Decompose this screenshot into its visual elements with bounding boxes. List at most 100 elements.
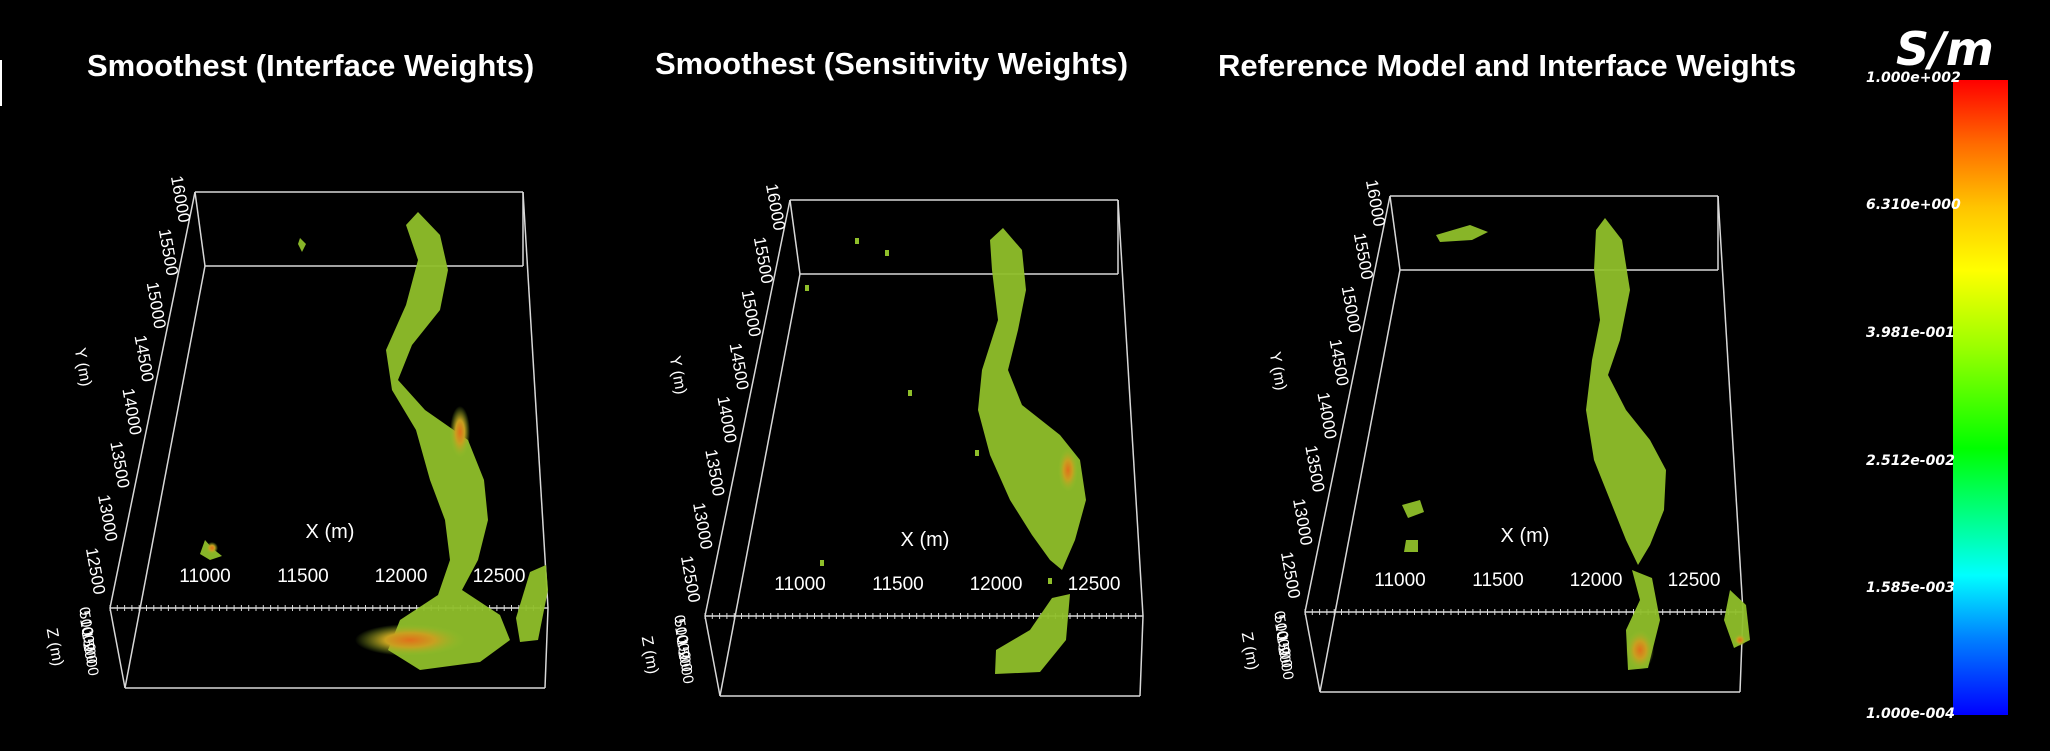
x-tick-label: 11000 bbox=[1374, 570, 1425, 591]
y-tick-label: 15000 bbox=[143, 280, 170, 330]
colorbar-tick: 2.512e-002 bbox=[1866, 453, 1955, 469]
box-edge bbox=[109, 607, 126, 689]
colorbar-tick: 1.000e-004 bbox=[1866, 706, 1955, 722]
z-tick-label: 2000 bbox=[674, 649, 697, 685]
x-axis-label: X (m) bbox=[901, 529, 950, 551]
y-tick-label: 15500 bbox=[155, 227, 182, 277]
x-tick-label: 12000 bbox=[970, 574, 1023, 595]
y-tick-label: 13500 bbox=[106, 440, 133, 490]
conductive-core bbox=[1626, 630, 1654, 670]
panel-2-title: Smoothest (Sensitivity Weights) bbox=[655, 46, 1129, 81]
box-edge bbox=[719, 273, 801, 697]
box-edge bbox=[194, 191, 206, 267]
panel-1-view: X (m) 11000 11500 12000 12500 12500 13000 13500… bbox=[43, 174, 549, 689]
colorbar-tick: 1.000e+002 bbox=[1866, 70, 1961, 86]
y-axis-label: Y (m) bbox=[71, 347, 94, 388]
conductive-speck bbox=[820, 560, 824, 566]
z-tick-label: 0 bbox=[670, 614, 688, 625]
z-axis-label: Z (m) bbox=[1238, 631, 1261, 672]
conductive-core bbox=[206, 542, 218, 554]
y-tick-label: 13000 bbox=[689, 501, 716, 551]
y-tick-label: 16000 bbox=[762, 182, 789, 232]
colorbar-unit: S/m bbox=[1896, 22, 1994, 76]
y-tick-label: 15000 bbox=[738, 288, 765, 338]
x-tick-label: 11000 bbox=[774, 574, 825, 595]
x-tick-label: 11500 bbox=[1472, 570, 1523, 591]
x-tick-label: 11500 bbox=[277, 566, 328, 587]
conductive-speck bbox=[855, 238, 859, 244]
conductive-core bbox=[355, 624, 465, 656]
z-tick-label: 1000 bbox=[76, 617, 99, 653]
y-tick-label: 12500 bbox=[82, 546, 109, 596]
y-tick-label: 14000 bbox=[713, 395, 740, 445]
x-axis-label: X (m) bbox=[306, 521, 355, 543]
x-tick-label: 11000 bbox=[179, 566, 230, 587]
z-tick-label: 500 bbox=[1270, 613, 1291, 641]
y-tick-label: 13000 bbox=[1289, 497, 1316, 547]
y-axis-label: Y (m) bbox=[1266, 351, 1289, 392]
conductive-speck bbox=[885, 250, 889, 256]
y-tick-label: 12500 bbox=[1277, 550, 1304, 600]
z-tick-label: 500 bbox=[670, 617, 691, 645]
box-edge bbox=[522, 191, 549, 609]
conductive-body bbox=[1586, 218, 1666, 565]
box-edge bbox=[1139, 615, 1144, 697]
colorbar-tick: 6.310e+000 bbox=[1866, 197, 1961, 213]
y-tick-label: 14500 bbox=[131, 334, 158, 384]
x-tick-label: 11500 bbox=[872, 574, 923, 595]
y-tick-label: 13000 bbox=[94, 493, 121, 543]
y-tick-label: 16000 bbox=[1362, 178, 1389, 228]
box-edge bbox=[544, 607, 549, 689]
conductive-body bbox=[1402, 500, 1424, 518]
conductive-speck bbox=[975, 450, 979, 456]
y-tick-label: 14500 bbox=[1326, 338, 1353, 388]
conductive-body bbox=[298, 238, 306, 252]
x-tick-label: 12000 bbox=[1570, 570, 1623, 591]
conductive-body bbox=[386, 212, 510, 670]
y-tick-label: 13500 bbox=[701, 448, 728, 498]
z-tick-label: 2000 bbox=[1274, 645, 1297, 681]
conductive-core bbox=[450, 406, 470, 458]
y-tick-label: 15000 bbox=[1338, 284, 1365, 334]
y-tick-label: 14500 bbox=[726, 342, 753, 392]
y-tick-label: 14000 bbox=[1313, 391, 1340, 441]
box-edge bbox=[704, 199, 791, 617]
box-edge bbox=[1319, 269, 1401, 693]
y-tick-label: 12500 bbox=[677, 554, 704, 604]
colorbar-tick: 1.585e-003 bbox=[1866, 580, 1955, 596]
y-tick-label: 15500 bbox=[1350, 231, 1377, 281]
edge-mark bbox=[0, 60, 2, 106]
z-tick-label: 0 bbox=[1270, 610, 1288, 621]
z-tick-label: 1000 bbox=[671, 625, 694, 661]
z-tick-label: 2000 bbox=[79, 641, 102, 677]
box-edge bbox=[1117, 199, 1144, 617]
x-tick-label: 12500 bbox=[1668, 570, 1721, 591]
conductive-core bbox=[1058, 448, 1078, 492]
z-axis-label: Z (m) bbox=[638, 635, 661, 676]
box-edge bbox=[1389, 195, 1401, 271]
x-axis-label: X (m) bbox=[1501, 525, 1550, 547]
box-edge bbox=[1717, 195, 1744, 613]
z-tick-label: 1500 bbox=[78, 629, 101, 665]
z-axis-label: Z (m) bbox=[43, 627, 66, 668]
conductive-speck bbox=[1048, 578, 1052, 584]
y-tick-label: 15500 bbox=[750, 235, 777, 285]
conductive-body bbox=[1436, 225, 1488, 242]
box-edge bbox=[1304, 611, 1321, 693]
conductive-body bbox=[1404, 540, 1418, 552]
panel-1-title: Smoothest (Interface Weights) bbox=[87, 48, 535, 83]
z-tick-label: 500 bbox=[75, 609, 96, 637]
box-edge bbox=[789, 199, 801, 275]
x-tick-label: 12500 bbox=[1068, 574, 1121, 595]
y-tick-label: 16000 bbox=[167, 174, 194, 224]
box-edge bbox=[1304, 195, 1391, 613]
conductive-body bbox=[516, 565, 548, 642]
z-tick-label: 0 bbox=[75, 606, 93, 617]
colorbar-tick: 3.981e-001 bbox=[1866, 325, 1955, 341]
conductive-core bbox=[1734, 634, 1746, 646]
panel-2-view: X (m) 11000 11500 12000 12500 12500 13000 13500… bbox=[638, 182, 1144, 697]
conductive-body bbox=[978, 228, 1086, 570]
panel-3-view: X (m) 11000 11500 12000 12500 12500 13000 13500… bbox=[1238, 178, 1750, 693]
panel-3-title: Reference Model and Interface Weights bbox=[1218, 48, 1797, 83]
model-views: X (m) 11000 11500 12000 12500 12500 13000 13500… bbox=[43, 174, 1750, 697]
